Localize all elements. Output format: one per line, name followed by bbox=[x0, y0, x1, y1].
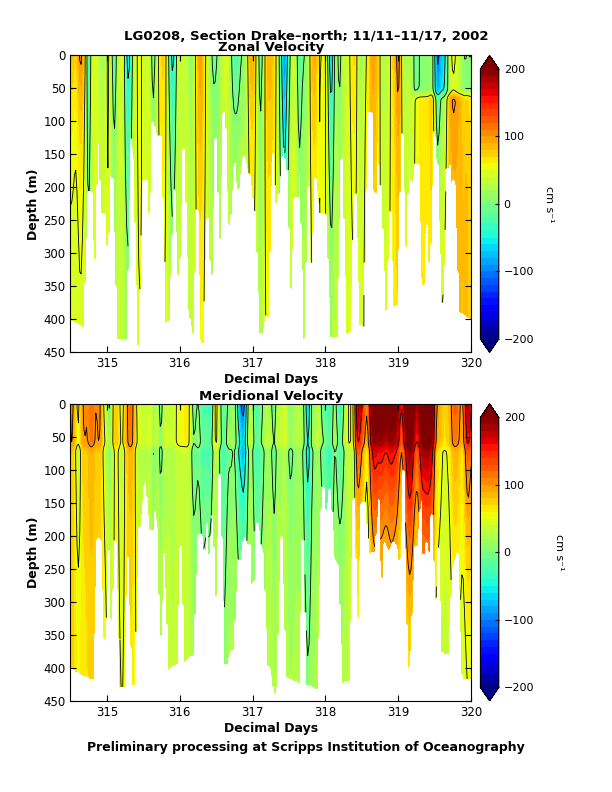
PathPatch shape bbox=[480, 339, 499, 352]
Y-axis label: cm s⁻¹: cm s⁻¹ bbox=[554, 534, 564, 571]
Title: Meridional Velocity: Meridional Velocity bbox=[199, 390, 343, 403]
Y-axis label: cm s⁻¹: cm s⁻¹ bbox=[543, 185, 554, 223]
Text: Preliminary processing at Scripps Institution of Oceanography: Preliminary processing at Scripps Instit… bbox=[87, 741, 525, 754]
Y-axis label: Depth (m): Depth (m) bbox=[28, 516, 40, 588]
Text: LG0208, Section Drake–north; 11/11–11/17, 2002: LG0208, Section Drake–north; 11/11–11/17… bbox=[124, 30, 488, 43]
Y-axis label: Depth (m): Depth (m) bbox=[28, 168, 40, 240]
PathPatch shape bbox=[480, 687, 499, 701]
X-axis label: Decimal Days: Decimal Days bbox=[224, 373, 318, 386]
PathPatch shape bbox=[480, 55, 499, 69]
X-axis label: Decimal Days: Decimal Days bbox=[224, 722, 318, 734]
Title: Zonal Velocity: Zonal Velocity bbox=[218, 41, 324, 55]
PathPatch shape bbox=[480, 404, 499, 417]
